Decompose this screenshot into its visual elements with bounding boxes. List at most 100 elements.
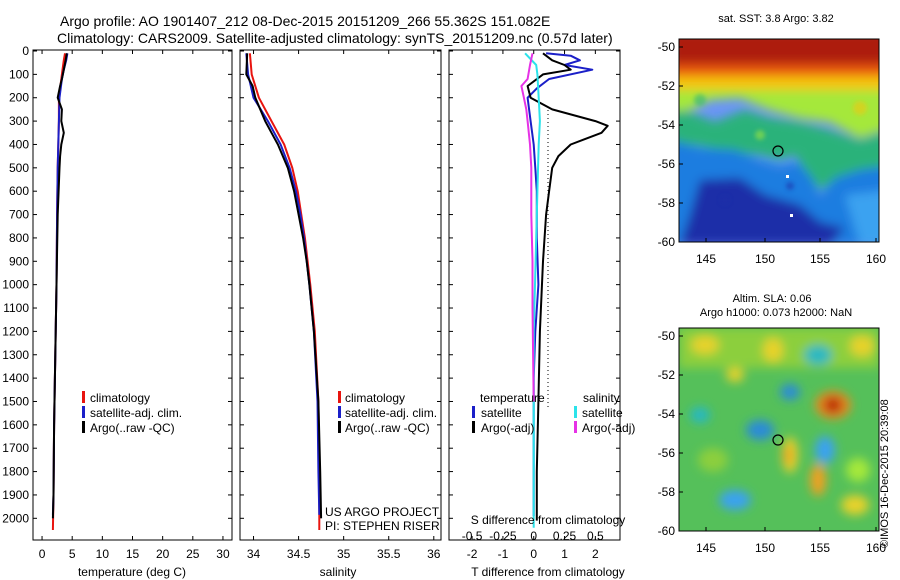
legend-swatch-s-satellite (574, 406, 577, 418)
map-y-tick-label: -54 (658, 118, 676, 132)
legend-swatch-satellite (82, 406, 85, 418)
temperature-legend: climatology satellite-adj. clim. Argo(..… (82, 391, 182, 435)
map-y-tick-label: -60 (658, 235, 676, 249)
map-x-tick-label: 145 (696, 541, 716, 555)
x-tick-label: 35 (337, 547, 351, 561)
map-y-tick-label: -56 (658, 446, 676, 460)
s-tick-label: -0.25 (489, 529, 517, 543)
map-y-tick-label: -60 (658, 524, 676, 538)
sla-map-panel: Altim. SLA: 0.06 Argo h1000: 0.073 h2000… (658, 293, 891, 555)
legend-swatch-satellite (338, 406, 341, 418)
legend-label-satellite: satellite-adj. clim. (345, 406, 437, 420)
sst-map-frame (678, 38, 880, 243)
legend-title-temperature: temperature (480, 391, 545, 405)
salinity-panel: 34 34.5 35 35.5 36 climatology satellite-adj… (239, 49, 442, 579)
salinity-series (245, 53, 323, 530)
x-tick-label: 36 (427, 547, 441, 561)
sla-map-title-line1: Altim. SLA: 0.06 (733, 293, 812, 305)
x-tick-label: 20 (156, 547, 170, 561)
s-tick-label: 0.5 (587, 529, 604, 543)
map-x-tick-label: 160 (866, 541, 886, 555)
map-y-tick-label: -58 (658, 196, 676, 210)
legend-label-climatology: climatology (345, 391, 405, 405)
imos-credit: ©IMOS 16-Dec-2015 20:39:08 (879, 399, 891, 548)
depth-axis-ticks: 0 100 200 300 400 500 600 700 800 900 1000 1100 1200… (2, 44, 232, 525)
map-y-tick-label: -54 (658, 407, 676, 421)
y-tick-label: 900 (9, 254, 29, 268)
salinity-axis-ticks: 34 34.5 35 35.5 36 (247, 50, 441, 561)
x-tick-label: -1 (498, 547, 509, 561)
map-x-tick-label: 155 (810, 252, 830, 266)
difference-depth-ticks (449, 50, 620, 519)
sst-map-image (679, 39, 879, 242)
legend-swatch-t-satellite (472, 406, 475, 418)
map-y-tick-label: -50 (658, 40, 676, 54)
series-line-argo (526, 52, 609, 521)
map-y-tick-label: -50 (658, 329, 676, 343)
s-difference-axis-label: S difference from climatology (471, 513, 626, 527)
temperature-axis-label: temperature (deg C) (78, 565, 186, 579)
argo-position-marker (772, 434, 784, 446)
x-tick-label: 34.5 (287, 547, 311, 561)
map-y-tick-label: -52 (658, 368, 676, 382)
y-tick-label: 2000 (2, 511, 29, 525)
sla-map-image (679, 328, 879, 531)
x-tick-label: 35.5 (377, 547, 401, 561)
y-tick-label: 400 (9, 137, 29, 151)
sst-map-title: sat. SST: 3.8 Argo: 3.82 (718, 13, 834, 25)
map-y-tick-label: -58 (658, 485, 676, 499)
legend-label-argo: Argo(..raw -QC) (345, 421, 430, 435)
y-tick-label: 1000 (2, 278, 29, 292)
x-tick-label: 34 (247, 547, 261, 561)
legend-swatch-t-argo (472, 421, 475, 433)
x-tick-label: 5 (69, 547, 76, 561)
legend-swatch-argo (82, 421, 85, 433)
salinity-axis-label: salinity (320, 565, 357, 579)
project-annotation: US ARGO PROJECT (325, 505, 440, 519)
argo-position-marker (772, 145, 784, 157)
difference-legend: temperature salinity satellite Argo(-adj… (472, 391, 635, 435)
x-tick-label: 1 (561, 547, 568, 561)
y-tick-label: 1600 (2, 418, 29, 432)
difference-axis-ticks: -2 -1 0 1 2 -0.5 -0.25 0 0.25 0.5 (462, 50, 604, 561)
map-y-tick-label: -56 (658, 157, 676, 171)
y-tick-label: 600 (9, 184, 29, 198)
sst-map-panel: sat. SST: 3.8 Argo: 3.82 (658, 13, 887, 266)
y-tick-label: 1400 (2, 371, 29, 385)
y-tick-label: 300 (9, 114, 29, 128)
legend-label-argo: Argo(..raw -QC) (90, 421, 175, 435)
y-tick-label: 1100 (3, 301, 29, 315)
y-tick-label: 700 (9, 208, 29, 222)
temperature-series (51, 53, 69, 531)
x-tick-label: 15 (126, 547, 140, 561)
y-tick-label: 0 (22, 44, 29, 58)
legend-label-t-argo: Argo(-adj) (481, 421, 534, 435)
y-tick-label: 1200 (2, 324, 29, 338)
y-tick-label: 1900 (2, 488, 29, 502)
legend-swatch-argo (338, 421, 341, 433)
difference-series (520, 52, 609, 528)
sla-map-frame (678, 327, 880, 532)
x-tick-label: 30 (216, 547, 230, 561)
temperature-plot-frame (32, 49, 233, 541)
s-tick-label: -0.5 (462, 529, 483, 543)
legend-label-climatology: climatology (90, 391, 150, 405)
sla-map-title-line2: Argo h1000: 0.073 h2000: NaN (700, 307, 852, 319)
x-tick-label: 10 (96, 547, 110, 561)
figure-title-line2: Climatology: CARS2009. Satellite-adjuste… (57, 30, 613, 46)
s-tick-label: 0.25 (553, 529, 577, 543)
map-x-tick-label: 145 (696, 252, 716, 266)
x-tick-label: 0 (39, 547, 46, 561)
y-tick-label: 200 (9, 91, 29, 105)
map-x-tick-label: 150 (755, 252, 775, 266)
map-x-tick-label: 155 (810, 541, 830, 555)
y-tick-label: 100 (9, 67, 29, 81)
t-difference-axis-label: T difference from climatology (471, 565, 625, 579)
series-line-argo_diff_s (520, 53, 535, 402)
y-tick-label: 1500 (2, 394, 29, 408)
difference-panel: -2 -1 0 1 2 -0.5 -0.25 0 0.25 0.5 temperature sal… (448, 49, 635, 579)
legend-label-s-argo: Argo(-adj) (582, 421, 635, 435)
sla-map-ticks: 145 150 155 160 -50 -52 -54 -56 -58 -60 (658, 329, 887, 555)
series-line-argo (245, 53, 323, 519)
